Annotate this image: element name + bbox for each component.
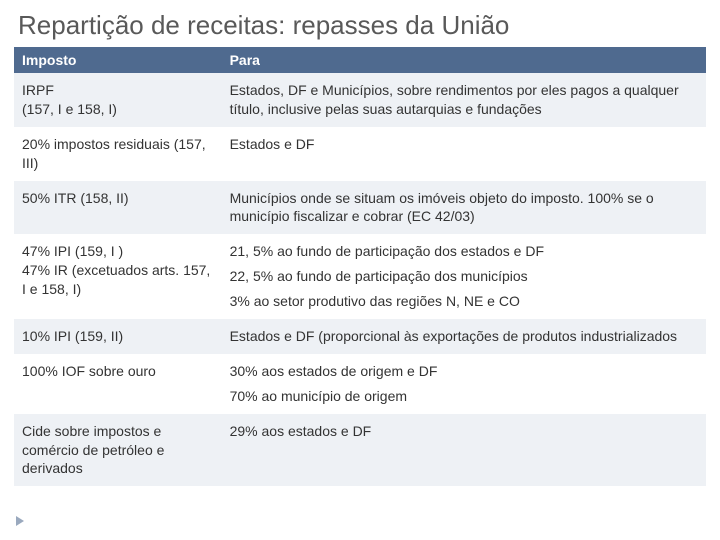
table-row: 10% IPI (159, II)Estados e DF (proporcio…: [14, 319, 706, 354]
page-title: Repartição de receitas: repasses da Uniã…: [18, 10, 706, 41]
slide-marker-icon: [16, 516, 24, 526]
cell-para-sub: 3% ao setor produtivo das regiões N, NE …: [230, 292, 698, 311]
cell-para: 30% aos estados de origem e DF 70% ao mun…: [222, 354, 706, 414]
cell-para: Municípios onde se situam os imóveis obj…: [222, 181, 706, 235]
cell-para: Estados e DF: [222, 127, 706, 181]
cell-para-sub: 30% aos estados de origem e DF: [230, 362, 698, 381]
cell-imposto: 47% IPI (159, I ) 47% IR (excetuados art…: [14, 234, 222, 319]
table-row: 47% IPI (159, I ) 47% IR (excetuados art…: [14, 234, 706, 319]
cell-imposto: 100% IOF sobre ouro: [14, 354, 222, 414]
cell-para: 29% aos estados e DF: [222, 414, 706, 487]
slide: Repartição de receitas: repasses da Uniã…: [0, 0, 720, 486]
cell-imposto: 20% impostos residuais (157, III): [14, 127, 222, 181]
table-row: 100% IOF sobre ouro30% aos estados de or…: [14, 354, 706, 414]
transfers-table: Imposto Para IRPF (157, I e 158, I)Estad…: [14, 47, 706, 486]
cell-para: Estados e DF (proporcional às exportaçõe…: [222, 319, 706, 354]
cell-para: 21, 5% ao fundo de participação dos esta…: [222, 234, 706, 319]
cell-imposto: 50% ITR (158, II): [14, 181, 222, 235]
cell-para-sub: 21, 5% ao fundo de participação dos esta…: [230, 242, 698, 261]
col-header-imposto: Imposto: [14, 47, 222, 73]
table-row: 50% ITR (158, II)Municípios onde se situ…: [14, 181, 706, 235]
cell-para-sub: 22, 5% ao fundo de participação dos muni…: [230, 267, 698, 286]
cell-imposto: 10% IPI (159, II): [14, 319, 222, 354]
table-header-row: Imposto Para: [14, 47, 706, 73]
cell-imposto: IRPF (157, I e 158, I): [14, 73, 222, 127]
cell-para: Estados, DF e Municípios, sobre rendimen…: [222, 73, 706, 127]
col-header-para: Para: [222, 47, 706, 73]
cell-para-sub: 70% ao município de origem: [230, 387, 698, 406]
table-row: 20% impostos residuais (157, III)Estados…: [14, 127, 706, 181]
cell-imposto: Cide sobre impostos e comércio de petról…: [14, 414, 222, 487]
table-row: IRPF (157, I e 158, I)Estados, DF e Muni…: [14, 73, 706, 127]
table-row: Cide sobre impostos e comércio de petról…: [14, 414, 706, 487]
